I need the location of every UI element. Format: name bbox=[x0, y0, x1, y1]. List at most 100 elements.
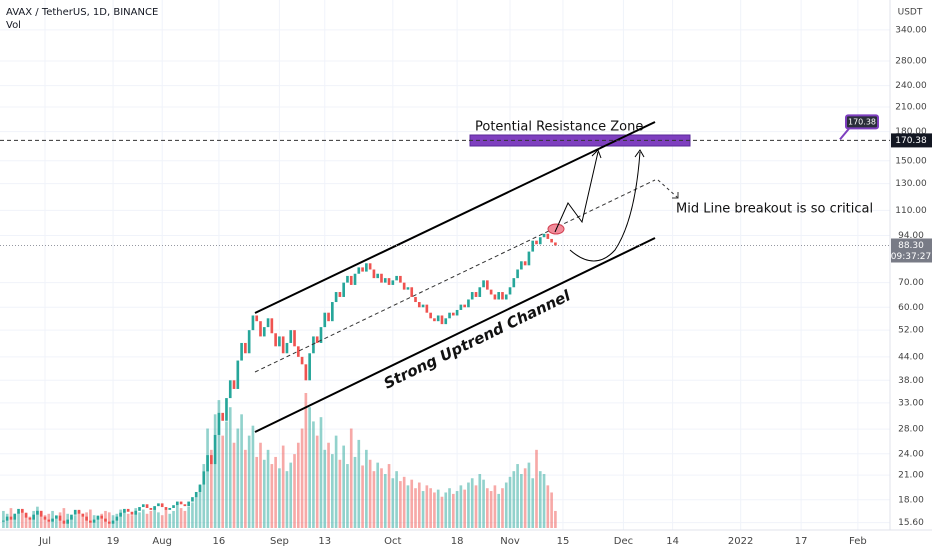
volume-bar bbox=[463, 489, 466, 528]
volume-bar bbox=[96, 516, 100, 528]
candle bbox=[58, 515, 62, 521]
candle bbox=[240, 342, 243, 361]
volume-bar bbox=[255, 456, 259, 528]
volume-bar bbox=[228, 407, 232, 528]
volume-bar bbox=[523, 468, 527, 528]
volume-bar bbox=[489, 491, 493, 528]
volume-bar bbox=[538, 471, 542, 528]
volume-bar bbox=[429, 488, 432, 528]
volume-bar bbox=[77, 510, 81, 528]
candle bbox=[312, 336, 315, 354]
volume-bar bbox=[368, 459, 372, 528]
candle bbox=[421, 304, 425, 308]
candle bbox=[293, 330, 296, 347]
candle bbox=[266, 318, 270, 328]
candle bbox=[463, 304, 466, 308]
candle bbox=[493, 294, 497, 300]
candle bbox=[28, 517, 32, 520]
volume-bar bbox=[342, 445, 345, 528]
y-tick-label: 110.00 bbox=[895, 206, 927, 216]
x-tick-label: Feb bbox=[849, 536, 867, 547]
volume-bar bbox=[399, 481, 402, 528]
candle bbox=[85, 516, 88, 521]
volume-bar bbox=[281, 445, 285, 528]
candle bbox=[9, 516, 13, 520]
candle bbox=[66, 519, 69, 524]
volume-bar bbox=[13, 515, 17, 528]
volume-bar bbox=[395, 471, 398, 528]
volume-bar bbox=[380, 468, 383, 528]
volume-bar bbox=[115, 513, 119, 528]
candle bbox=[138, 507, 141, 511]
annotation: Potential Resistance Zone bbox=[475, 120, 643, 135]
candle bbox=[285, 342, 289, 354]
candle bbox=[221, 412, 225, 421]
candle bbox=[39, 510, 43, 517]
candle bbox=[100, 515, 104, 519]
candle bbox=[157, 503, 160, 507]
candle bbox=[436, 315, 440, 322]
x-tick-label: 16 bbox=[213, 536, 226, 547]
candle-layer bbox=[2, 233, 557, 524]
candle bbox=[228, 380, 232, 399]
candle bbox=[73, 509, 77, 515]
y-tick-label: 130.00 bbox=[895, 179, 927, 189]
candle bbox=[96, 515, 100, 520]
y-tick-label: 60.00 bbox=[898, 303, 924, 313]
volume-bar bbox=[372, 471, 376, 528]
candle bbox=[315, 336, 319, 343]
candle bbox=[149, 507, 153, 510]
mid-arrow bbox=[657, 179, 679, 199]
volume-bar bbox=[172, 510, 175, 528]
candle bbox=[308, 353, 311, 381]
candle bbox=[542, 233, 546, 238]
volume-bar bbox=[455, 491, 459, 528]
volume-bar bbox=[232, 442, 236, 528]
candle bbox=[236, 360, 240, 389]
candle bbox=[365, 263, 368, 272]
volume-bar bbox=[402, 476, 406, 528]
candle bbox=[486, 280, 489, 290]
candle bbox=[406, 287, 410, 290]
candle bbox=[383, 278, 387, 283]
volume-bar bbox=[55, 515, 58, 528]
volume-bar bbox=[153, 506, 156, 528]
path-arrow bbox=[554, 151, 599, 233]
candle bbox=[512, 278, 516, 288]
candle bbox=[433, 318, 436, 322]
candle bbox=[160, 503, 164, 508]
last-price-box bbox=[891, 238, 932, 263]
volume-bar bbox=[206, 428, 209, 528]
candle bbox=[92, 519, 96, 523]
volume-bar bbox=[134, 508, 138, 528]
target-box bbox=[891, 133, 932, 148]
volume-bar bbox=[289, 462, 293, 528]
candle bbox=[516, 269, 519, 279]
channel-mid bbox=[254, 179, 656, 373]
volume-bar bbox=[149, 510, 153, 528]
candle bbox=[187, 501, 190, 507]
candle bbox=[349, 275, 353, 285]
volume-bar bbox=[417, 482, 421, 528]
candle bbox=[202, 471, 206, 485]
candle bbox=[414, 296, 417, 303]
volume-bar bbox=[210, 449, 213, 528]
candle bbox=[338, 292, 342, 297]
volume-bar bbox=[546, 485, 550, 528]
callout-box bbox=[845, 114, 879, 130]
volume-bar bbox=[259, 442, 262, 528]
resistance-zone bbox=[469, 134, 691, 147]
candle bbox=[134, 510, 138, 515]
volume-bar bbox=[440, 496, 444, 528]
x-tick-label: Sep bbox=[270, 536, 289, 547]
candle bbox=[210, 455, 213, 465]
volume-bar bbox=[312, 421, 315, 528]
volume-bar bbox=[202, 464, 206, 528]
candle bbox=[353, 273, 357, 285]
y-tick-label: 280.00 bbox=[895, 56, 927, 66]
volume-bar bbox=[62, 508, 66, 528]
volume-bar bbox=[501, 488, 504, 528]
volume-bar bbox=[504, 482, 508, 528]
callout-label: 170.38 bbox=[848, 117, 876, 126]
